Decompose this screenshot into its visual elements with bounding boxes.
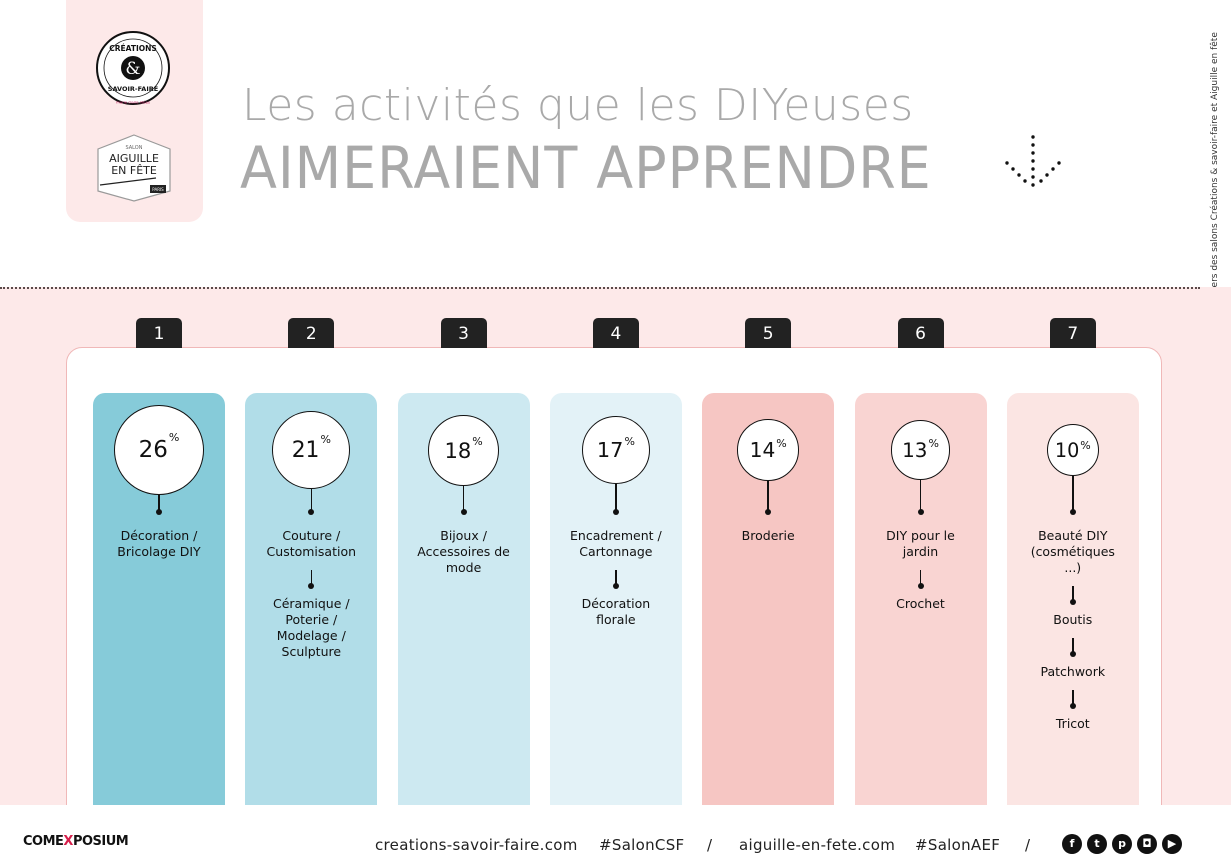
rank-tab: 1 bbox=[136, 318, 182, 348]
percent-value: 13 bbox=[902, 438, 928, 462]
connector-line bbox=[310, 489, 313, 512]
connector-dot bbox=[1069, 703, 1076, 709]
connector-dot bbox=[1069, 599, 1076, 605]
comexposium-logo[interactable]: COMEXPOSIUM bbox=[23, 834, 129, 849]
percent-circle: 13% bbox=[890, 420, 951, 480]
activity-label: Céramique / Poterie / Modelage / Sculptu… bbox=[272, 596, 350, 659]
csf-top: CRÉATIONS bbox=[109, 44, 157, 53]
brand-pre: COME bbox=[23, 834, 64, 849]
footer-separator-1: / bbox=[707, 836, 713, 854]
activity-label: Couture / Customisation bbox=[266, 528, 357, 559]
rank-tab: 6 bbox=[897, 318, 944, 348]
title-line-2: AIMERAIENT APPRENDRE bbox=[240, 134, 932, 202]
connector-line bbox=[919, 479, 922, 512]
footer bbox=[0, 805, 1231, 863]
site-link-aiguille[interactable]: aiguille-en-fete.com bbox=[739, 836, 896, 854]
rank-tab: 4 bbox=[592, 318, 639, 348]
connector-dot bbox=[308, 509, 315, 515]
percent-circle: 10% bbox=[1046, 424, 1099, 476]
brand-post: POSIUM bbox=[72, 834, 129, 849]
percent-sign: % bbox=[1080, 439, 1091, 452]
activity-label: Broderie bbox=[741, 528, 795, 543]
title-line-1: Les activités que les DIYeuses bbox=[242, 80, 914, 131]
percent-sign: % bbox=[168, 430, 180, 444]
percent-sign: % bbox=[624, 435, 635, 449]
pinterest-icon[interactable]: p bbox=[1112, 834, 1132, 854]
activity-label: Crochet bbox=[896, 596, 945, 611]
connector-dot bbox=[1069, 651, 1076, 657]
activity-label: Décoration / Bricolage DIY bbox=[117, 528, 201, 559]
percent-value: 10 bbox=[1054, 438, 1080, 462]
connector-line bbox=[462, 485, 465, 512]
csf-bottom: SAVOIR-FAIRE bbox=[108, 85, 158, 93]
percent-sign: % bbox=[320, 433, 331, 447]
footer-separator-2: / bbox=[1025, 836, 1031, 854]
rank-tab: 5 bbox=[745, 318, 792, 348]
aef-line2: EN FÊTE bbox=[111, 164, 157, 177]
connector-line bbox=[615, 484, 617, 512]
percent-circle: 17% bbox=[581, 415, 651, 485]
dotted-arrow-down-icon bbox=[1005, 135, 1061, 187]
rank-tab: 3 bbox=[440, 318, 487, 348]
percent-circle: 26% bbox=[114, 405, 204, 495]
connector-line bbox=[158, 495, 160, 512]
csf-amp: & bbox=[125, 59, 140, 79]
connector-dot bbox=[917, 583, 924, 589]
percent-value: 17 bbox=[596, 438, 624, 462]
hashtag-salon-csf[interactable]: #SalonCSF bbox=[599, 836, 685, 854]
csf-sub: marie claire idées bbox=[116, 100, 150, 105]
activity-label: DIY pour le jardin bbox=[886, 528, 955, 559]
connector-dot bbox=[1069, 509, 1076, 515]
connector-line bbox=[767, 480, 769, 512]
connector-dot bbox=[917, 509, 924, 515]
percent-value: 18 bbox=[444, 437, 472, 463]
connector-dot bbox=[156, 509, 162, 515]
percent-circle: 14% bbox=[737, 419, 799, 481]
facebook-icon[interactable]: f bbox=[1062, 834, 1082, 854]
connector-line bbox=[1072, 638, 1074, 654]
brand-x: X bbox=[63, 834, 73, 849]
percent-sign: % bbox=[472, 434, 483, 448]
creations-savoir-faire-logo[interactable]: & CRÉATIONS SAVOIR-FAIRE marie claire id… bbox=[95, 30, 171, 106]
activity-label: Boutis bbox=[1053, 612, 1093, 627]
rank-tab: 2 bbox=[288, 318, 335, 348]
percent-value: 21 bbox=[291, 437, 320, 463]
connector-dot bbox=[612, 583, 619, 589]
twitter-icon[interactable]: t bbox=[1087, 834, 1107, 854]
activity-label: Bijoux / Accessoires de mode bbox=[417, 528, 510, 575]
connector-line bbox=[615, 570, 617, 586]
activity-label: Beauté DIY (cosmétiques ...) bbox=[1030, 528, 1115, 575]
dotted-separator bbox=[0, 287, 1200, 289]
connector-line bbox=[919, 570, 922, 586]
percent-value: 14 bbox=[749, 438, 776, 462]
connector-dot bbox=[612, 509, 619, 515]
rank-tab: 7 bbox=[1049, 318, 1096, 348]
connector-dot bbox=[460, 509, 467, 515]
connector-dot bbox=[765, 509, 772, 515]
connector-dot bbox=[308, 583, 315, 589]
connector-line bbox=[1072, 586, 1074, 602]
aef-line1: AIGUILLE bbox=[109, 152, 159, 165]
site-link-creations[interactable]: creations-savoir-faire.com bbox=[375, 836, 578, 854]
connector-line bbox=[310, 570, 313, 586]
instagram-icon[interactable]: ◘ bbox=[1137, 834, 1157, 854]
hashtag-salon-aef[interactable]: #SalonAEF bbox=[915, 836, 1001, 854]
percent-circle: 21% bbox=[272, 410, 351, 490]
activity-label: Encadrement / Cartonnage bbox=[570, 528, 662, 559]
aef-small: SALON bbox=[126, 145, 143, 151]
percent-value: 26 bbox=[138, 437, 168, 463]
connector-line bbox=[1072, 690, 1074, 706]
aiguille-en-fete-logo[interactable]: SALON AIGUILLE EN FÊTE PARIS bbox=[94, 133, 174, 203]
aef-tag: PARIS bbox=[152, 187, 164, 192]
activity-label: Tricot bbox=[1055, 716, 1090, 731]
activity-label: Décoration florale bbox=[581, 596, 651, 627]
connector-line bbox=[1072, 476, 1074, 512]
activity-label: Patchwork bbox=[1040, 664, 1106, 679]
youtube-icon[interactable]: ▶ bbox=[1162, 834, 1182, 854]
percent-sign: % bbox=[776, 436, 787, 450]
percent-circle: 18% bbox=[428, 414, 500, 486]
percent-sign: % bbox=[928, 437, 939, 451]
